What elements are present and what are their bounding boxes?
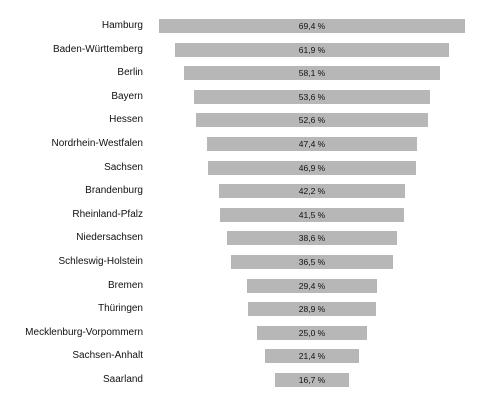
category-label: Berlin — [117, 67, 143, 79]
category-label: Hessen — [109, 114, 143, 126]
category-label: Brandenburg — [85, 185, 143, 197]
bar — [218, 184, 406, 199]
bar-value-label: 58,1 % — [298, 68, 326, 79]
category-label: Niedersachsen — [76, 232, 143, 244]
category-label: Baden-Württemberg — [52, 43, 143, 55]
bar — [158, 19, 466, 33]
bar-value-label: 36,5 % — [298, 257, 326, 267]
bar-value-label: 16,7 % — [298, 375, 326, 385]
bar-value-label: 61,9 % — [298, 44, 326, 55]
bar — [175, 42, 449, 57]
category-label: Bayern — [111, 90, 143, 102]
category-label: Thüringen — [97, 303, 143, 315]
category-label: Rheinland-Pfalz — [72, 208, 143, 220]
bar-value-label: 21,4 % — [298, 351, 326, 362]
bar-value-label: 42,2 % — [298, 186, 326, 197]
bar-value-label: 38,6 % — [298, 233, 326, 244]
bar — [220, 207, 404, 222]
bar — [275, 373, 349, 387]
bar — [193, 89, 431, 104]
category-label: Sachsen-Anhalt — [72, 350, 143, 362]
bar — [231, 255, 393, 269]
bar-value-label: 69,4 % — [298, 21, 326, 31]
category-label: Schleswig-Holstein — [58, 256, 143, 267]
bar-value-label: 25,0 % — [298, 327, 326, 338]
bar-value-label: 47,4 % — [298, 139, 326, 149]
bar — [247, 278, 377, 293]
bar — [208, 160, 416, 175]
bar — [207, 137, 417, 151]
bar — [256, 325, 368, 340]
bar-value-label: 52,6 % — [298, 115, 326, 126]
bar-value-label: 46,9 % — [298, 162, 326, 173]
category-label: Nordrhein-Westfalen — [51, 138, 143, 149]
bar — [195, 113, 429, 128]
category-label: Saarland — [102, 374, 143, 385]
category-label: Bremen — [107, 279, 143, 291]
bar — [248, 302, 376, 317]
bar-value-label: 29,4 % — [298, 280, 326, 291]
bar-value-label: 53,6 % — [298, 91, 326, 102]
category-label: Hamburg — [101, 20, 143, 31]
bar — [226, 231, 398, 246]
bar-value-label: 28,9 % — [298, 304, 326, 315]
category-label: Mecklenburg-Vorpommern — [25, 326, 143, 338]
bar-value-label: 41,5 % — [298, 209, 326, 220]
bar — [183, 66, 441, 81]
category-label: Sachsen — [104, 161, 143, 173]
bar — [264, 349, 360, 364]
